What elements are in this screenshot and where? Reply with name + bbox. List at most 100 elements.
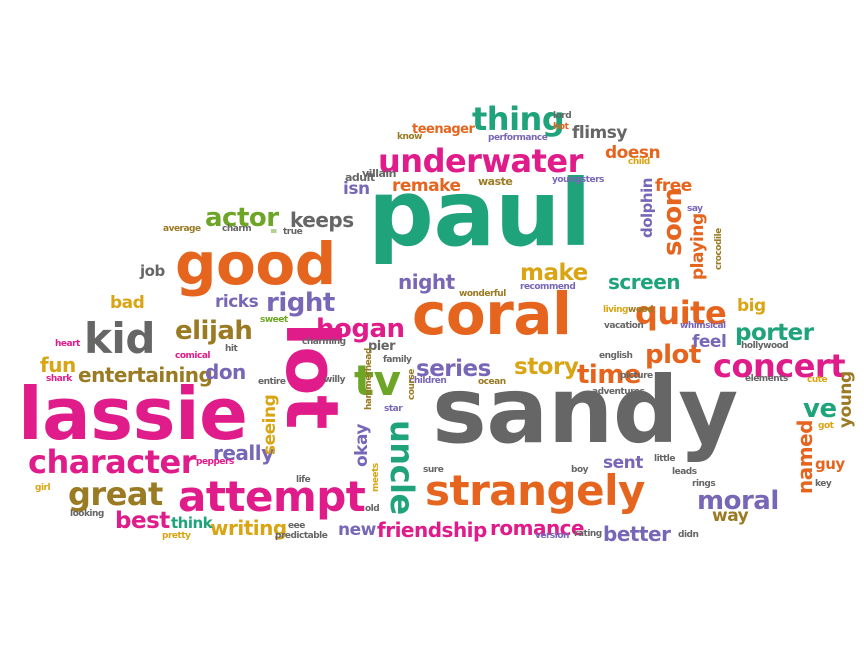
word-wonderful: wonderful xyxy=(459,289,506,299)
word-ocean: ocean xyxy=(478,377,506,387)
word-big: big xyxy=(737,296,766,316)
word-named: named xyxy=(793,420,817,494)
word-plot: plot xyxy=(645,340,701,370)
word-wood: wood xyxy=(628,305,654,315)
word-pretty: pretty xyxy=(162,531,191,541)
word-little: little xyxy=(654,454,675,464)
word-true: true xyxy=(283,227,303,237)
word-ve: ve xyxy=(803,394,837,424)
word-way: way xyxy=(712,506,749,526)
word-waste: waste xyxy=(478,175,513,188)
word-right: right xyxy=(266,288,335,318)
word-romance: romance xyxy=(490,516,585,540)
word-really: really xyxy=(213,441,274,465)
word-writing: writing xyxy=(210,516,287,540)
word-course: course xyxy=(407,369,417,400)
word-coral: coral xyxy=(412,280,572,348)
word-new: new xyxy=(338,520,376,540)
word-heart: heart xyxy=(55,339,80,349)
word-willy: willy xyxy=(324,375,345,385)
word-entire: entire xyxy=(258,377,286,387)
word-make: make xyxy=(520,260,588,286)
word-shark: shark xyxy=(46,374,72,384)
word-child: child xyxy=(628,157,650,167)
word-lassie: lassie xyxy=(18,372,248,456)
word-kid: kid xyxy=(84,314,155,363)
word-picture: picture xyxy=(620,371,653,381)
word-english: english xyxy=(599,351,633,361)
word-charm: charm xyxy=(222,224,252,234)
word-sandy: sandy xyxy=(432,357,738,464)
word-underwater: underwater xyxy=(378,142,583,180)
word-series: series xyxy=(416,356,491,382)
word-porter: porter xyxy=(735,320,814,346)
word-character: character xyxy=(28,443,196,481)
word-pier: pier xyxy=(368,339,396,354)
word-say: say xyxy=(687,204,703,214)
word-dolphin: dolphin xyxy=(638,178,656,238)
word-job: job xyxy=(140,262,165,280)
word-adventures: adventures xyxy=(592,387,645,397)
word-crocodile: crocodile xyxy=(714,228,724,270)
word-meets: meets xyxy=(371,463,381,492)
word-sure: sure xyxy=(423,465,444,475)
word-soon: soon xyxy=(658,188,688,256)
word-fun: fun xyxy=(40,353,76,377)
word-think: think xyxy=(171,514,213,532)
word-uncle: uncle xyxy=(383,420,421,515)
word-version: version xyxy=(535,531,569,541)
word-hogan: hogan xyxy=(316,314,405,344)
word-okay: okay xyxy=(352,423,372,467)
word-youngsters: youngsters xyxy=(552,175,604,185)
word-playing: playing xyxy=(688,213,708,280)
word-bad: bad xyxy=(110,293,145,313)
word-doesn: doesn xyxy=(605,143,661,163)
word-peppers: peppers xyxy=(196,457,234,467)
word-feel: feel xyxy=(692,332,727,352)
word-rings: rings xyxy=(692,479,716,489)
word-strangely: strangely xyxy=(425,466,645,515)
word-eee: eee xyxy=(288,521,305,531)
word-comical: comical xyxy=(175,351,210,361)
word-seeing: seeing xyxy=(260,394,280,455)
word-night: night xyxy=(398,270,455,294)
word-best: best xyxy=(115,508,170,534)
word-hot: hot xyxy=(553,122,569,132)
word-life: life xyxy=(296,475,311,485)
word-great: great xyxy=(68,475,163,513)
word-cute: cute xyxy=(807,375,828,385)
word-recommend: recommend xyxy=(520,282,576,292)
word-sent: sent xyxy=(603,453,643,473)
word-actor: actor xyxy=(205,203,279,233)
word-rating: rating xyxy=(574,529,602,539)
word-got: got xyxy=(818,421,834,431)
word-whimsical: whimsical xyxy=(680,321,726,331)
word-boy: boy xyxy=(571,465,589,475)
word-good: good xyxy=(175,230,336,298)
word-didn: didn xyxy=(678,530,699,540)
word-remake: remake xyxy=(392,176,461,196)
word-girl: girl xyxy=(35,483,51,493)
word-hollywood: hollywood xyxy=(741,341,789,351)
word-elijah: elijah xyxy=(175,316,253,346)
word-better: better xyxy=(603,522,671,546)
word-leads: leads xyxy=(672,467,697,477)
word-screen: screen xyxy=(608,270,681,294)
word-eq: = xyxy=(270,227,278,237)
word-sweet: sweet xyxy=(260,315,288,325)
word-keeps: keeps xyxy=(290,208,354,232)
word-attempt: attempt xyxy=(178,472,366,521)
word-looking: looking xyxy=(70,509,104,519)
word-living: living xyxy=(603,305,628,315)
word-performance: performance xyxy=(488,133,548,143)
word-entertaining: entertaining xyxy=(78,363,213,387)
word-friendship: friendship xyxy=(377,518,487,542)
word-villain: villain xyxy=(362,167,397,180)
word-flimsy: flimsy xyxy=(572,123,627,143)
word-teenager: teenager xyxy=(412,122,475,137)
word-ricks: ricks xyxy=(215,292,259,312)
word-lord: lord xyxy=(553,111,572,121)
word-isn: isn xyxy=(343,179,370,199)
word-old: old xyxy=(365,504,380,514)
